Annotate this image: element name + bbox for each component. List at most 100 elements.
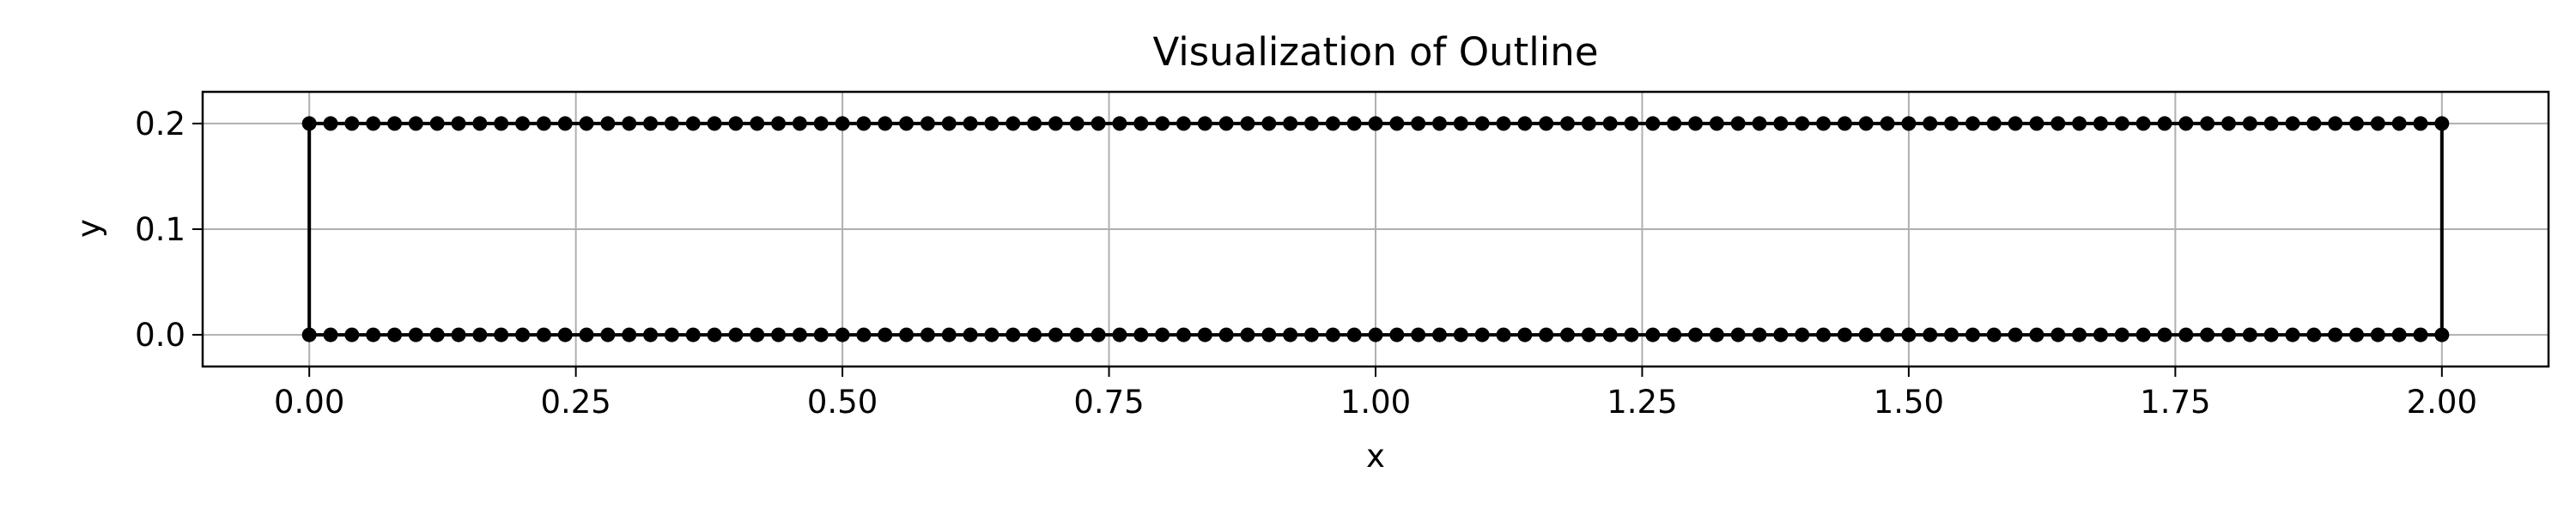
x-tick-label: 0.50 <box>807 384 878 421</box>
outline-point <box>1261 116 1277 131</box>
outline-point <box>494 327 509 342</box>
outline-point <box>1283 116 1298 131</box>
outline-point <box>1346 327 1362 342</box>
outline-point <box>515 116 531 131</box>
outline-point <box>1901 116 1917 131</box>
outline-point <box>2413 116 2428 131</box>
x-tick-label: 2.00 <box>2407 384 2477 421</box>
outline-point <box>1261 327 1277 342</box>
outline-point <box>1795 327 1810 342</box>
outline-point <box>1624 116 1639 131</box>
outline-point <box>2008 116 2023 131</box>
outline-point <box>643 327 659 342</box>
outline-point <box>878 116 893 131</box>
outline-point <box>1453 116 1468 131</box>
outline-point <box>1539 327 1554 342</box>
outline-point <box>600 327 616 342</box>
outline-point <box>1795 116 1810 131</box>
outline-point <box>387 327 403 342</box>
outline-point <box>1560 327 1576 342</box>
outline-point <box>728 327 744 342</box>
outline-point <box>2178 327 2194 342</box>
outline-point <box>1688 327 1704 342</box>
outline-point <box>941 327 957 342</box>
outline-point <box>1453 327 1468 342</box>
outline-point <box>685 116 701 131</box>
outline-point <box>1411 116 1426 131</box>
outline-point <box>1474 327 1490 342</box>
outline-point <box>1730 327 1746 342</box>
outline-point <box>2008 327 2023 342</box>
outline-point <box>1027 327 1042 342</box>
outline-point <box>1923 327 1938 342</box>
x-axis: 0.00 0.25 0.50 0.75 1.00 1.25 1.50 1.75 2.00 <box>274 367 2477 421</box>
outline-point <box>344 327 360 342</box>
outline-point <box>1837 116 1852 131</box>
outline-point <box>1773 327 1789 342</box>
outline-point <box>1752 327 1767 342</box>
outline-point <box>1581 327 1596 342</box>
outline-point <box>2093 327 2108 342</box>
outline-point <box>1560 116 1576 131</box>
outline-point <box>792 327 807 342</box>
outline-point <box>1730 116 1746 131</box>
outline-point <box>2348 116 2364 131</box>
outline-point <box>750 327 765 342</box>
outline-point <box>2072 116 2087 131</box>
outline-point <box>643 116 659 131</box>
outline-point <box>2200 327 2215 342</box>
outline-point <box>1240 116 1255 131</box>
outline-point <box>2136 327 2151 342</box>
outline-point <box>366 327 381 342</box>
outline-point <box>1837 327 1852 342</box>
outline-point <box>1048 327 1063 342</box>
outline-point <box>1986 116 2002 131</box>
outline-point <box>771 116 787 131</box>
outline-point <box>2200 116 2215 131</box>
outline-point <box>1858 116 1874 131</box>
outline-point <box>1155 327 1170 342</box>
outline-point <box>2370 327 2385 342</box>
outline-point <box>1816 116 1832 131</box>
outline-point <box>1005 327 1021 342</box>
outline-point <box>792 116 807 131</box>
outline-point <box>1667 327 1682 342</box>
x-tick-label: 1.75 <box>2140 384 2210 421</box>
outline-point <box>344 116 360 131</box>
plot-area <box>301 116 2450 342</box>
outline-point <box>1091 327 1106 342</box>
outline-point <box>1986 327 2002 342</box>
outline-point <box>1645 327 1661 342</box>
outline-point <box>1944 327 1959 342</box>
outline-point <box>536 116 551 131</box>
outline-point <box>2263 116 2279 131</box>
outline-point <box>728 116 744 131</box>
outline-point <box>1923 116 1938 131</box>
outline-point <box>1176 327 1191 342</box>
outline-point <box>2136 116 2151 131</box>
outline-point <box>1283 327 1298 342</box>
outline-point <box>1218 327 1234 342</box>
outline-point <box>2370 116 2385 131</box>
outline-point <box>1325 327 1340 342</box>
outline-point <box>622 116 637 131</box>
outline-point <box>429 116 445 131</box>
outline-point <box>579 116 594 131</box>
outline-point <box>2434 327 2450 342</box>
outline-point <box>301 327 317 342</box>
outline-point <box>941 116 957 131</box>
outline-point <box>451 116 466 131</box>
outline-point <box>1069 327 1084 342</box>
outline-point <box>1389 327 1405 342</box>
grid-lines <box>203 92 2549 367</box>
outline-point <box>1112 116 1127 131</box>
outline-point <box>685 327 701 342</box>
outline-point <box>1411 327 1426 342</box>
outline-point <box>1496 327 1511 342</box>
outline-point <box>557 327 573 342</box>
outline-point <box>2391 116 2407 131</box>
outline-point <box>1005 116 1021 131</box>
outline-point <box>2093 116 2108 131</box>
outline-point <box>1389 116 1405 131</box>
